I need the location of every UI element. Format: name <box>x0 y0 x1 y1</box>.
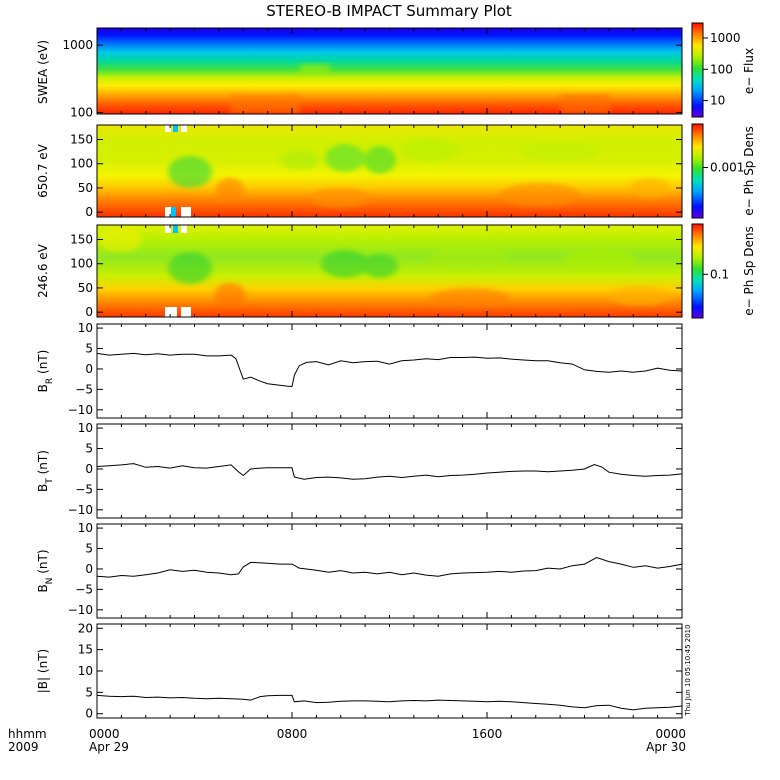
bn-panel: −10 −5 0 5 10 BN (nT) <box>36 521 683 619</box>
br-ytick-label: 0 <box>85 362 93 376</box>
pad246-colorbar-label: e− Ph Sp Dens <box>742 226 756 315</box>
bt-panel: −10 −5 0 5 10 BT (nT) <box>36 421 683 519</box>
br-panel: −10 −5 0 5 10 BR (nT) <box>36 321 683 419</box>
bt-line <box>96 463 683 480</box>
pad246-ytick-label: 0 <box>85 305 93 319</box>
time-tick-label: 1600 <box>472 727 503 741</box>
bt-ytick-label: −10 <box>68 503 93 517</box>
pad650-colorbar-tick-label: 0.001 <box>710 160 744 174</box>
swea-colorbar-tick-label: 10 <box>710 94 725 108</box>
br-line <box>96 352 683 388</box>
pad650-ytick-label: 50 <box>78 181 93 195</box>
bmag-panel: 0 5 10 15 20 |B| (nT) Thu Jun 10 05:10:45 20… <box>36 621 692 720</box>
swea-colorbar <box>691 22 704 118</box>
pad650-panel: 0 50 100 150 650.7 eV 0.001 e− Ph Sp Dens <box>36 123 756 219</box>
bmag-ylabel: |B| (nT) <box>36 649 50 693</box>
pad650-ytick-label: 150 <box>70 133 93 147</box>
bmag-ytick-label: 5 <box>85 685 93 699</box>
bn-ytick-label: −5 <box>75 582 93 596</box>
bt-ytick-label: 10 <box>78 421 93 435</box>
pad650-ytick-label: 100 <box>70 157 93 171</box>
pad650-ylabel: 650.7 eV <box>36 143 50 198</box>
bn-ytick-label: 0 <box>85 562 93 576</box>
bmag-line <box>96 694 683 711</box>
pad650-ytick-label: 0 <box>85 205 93 219</box>
time-tick-label: 0000 <box>655 727 686 741</box>
br-ytick-label: −10 <box>68 403 93 417</box>
pad650-colorbar <box>691 123 704 219</box>
time-tick-date: Apr 29 <box>89 740 129 754</box>
br-ytick-label: 5 <box>85 342 93 356</box>
bn-ytick-label: 5 <box>85 542 93 556</box>
swea-panel: 100 1000 SWEA (eV) 10 100 1000 e− Flux <box>36 22 756 120</box>
bn-ytick-label: 10 <box>78 521 93 535</box>
swea-colorbar-tick-label: 100 <box>710 62 733 76</box>
br-ytick-label: 10 <box>78 321 93 335</box>
pad246-ytick-label: 100 <box>70 257 93 271</box>
br-ylabel: BR (nT) <box>36 350 55 393</box>
bmag-ytick-label: 15 <box>78 643 93 657</box>
bt-ytick-label: 0 <box>85 462 93 476</box>
bn-line <box>96 556 683 578</box>
pad246-panel: 0 50 100 150 246.6 eV 0.1 e− Ph Sp Dens <box>36 223 756 319</box>
generation-stamp: Thu Jun 10 05:10:45 2010 <box>684 624 692 716</box>
time-axis-corner-year: 2009 <box>8 740 39 754</box>
swea-ytick-label: 100 <box>70 106 93 120</box>
time-axis-corner-label: hhmm <box>8 727 47 741</box>
swea-ytick-label: 1000 <box>62 38 93 52</box>
bt-ylabel: BT (nT) <box>36 450 55 492</box>
pad246-colorbar-tick-label: 0.1 <box>710 267 729 281</box>
bn-ylabel: BN (nT) <box>36 549 55 592</box>
plot-title: STEREO-B IMPACT Summary Plot <box>266 2 512 20</box>
swea-colorbar-tick-label: 1000 <box>710 31 741 45</box>
bmag-ytick-label: 0 <box>85 707 93 721</box>
swea-colorbar-label: e− Flux <box>742 48 756 94</box>
pad650-colorbar-label: e− Ph Sp Dens <box>742 126 756 215</box>
pad246-ytick-label: 150 <box>70 233 93 247</box>
bn-ytick-label: −10 <box>68 603 93 617</box>
bt-ytick-label: 5 <box>85 442 93 456</box>
bmag-ytick-label: 20 <box>78 621 93 635</box>
time-tick-date: Apr 30 <box>646 740 686 754</box>
pad246-ylabel: 246.6 eV <box>36 243 50 298</box>
pad246-colorbar <box>691 223 704 319</box>
bmag-ytick-label: 10 <box>78 664 93 678</box>
time-tick-label: 0000 <box>89 727 120 741</box>
br-ytick-label: −5 <box>75 382 93 396</box>
time-tick-label: 0800 <box>277 727 308 741</box>
bt-ytick-label: −5 <box>75 482 93 496</box>
swea-ylabel: SWEA (eV) <box>36 40 50 104</box>
pad246-ytick-label: 50 <box>78 281 93 295</box>
